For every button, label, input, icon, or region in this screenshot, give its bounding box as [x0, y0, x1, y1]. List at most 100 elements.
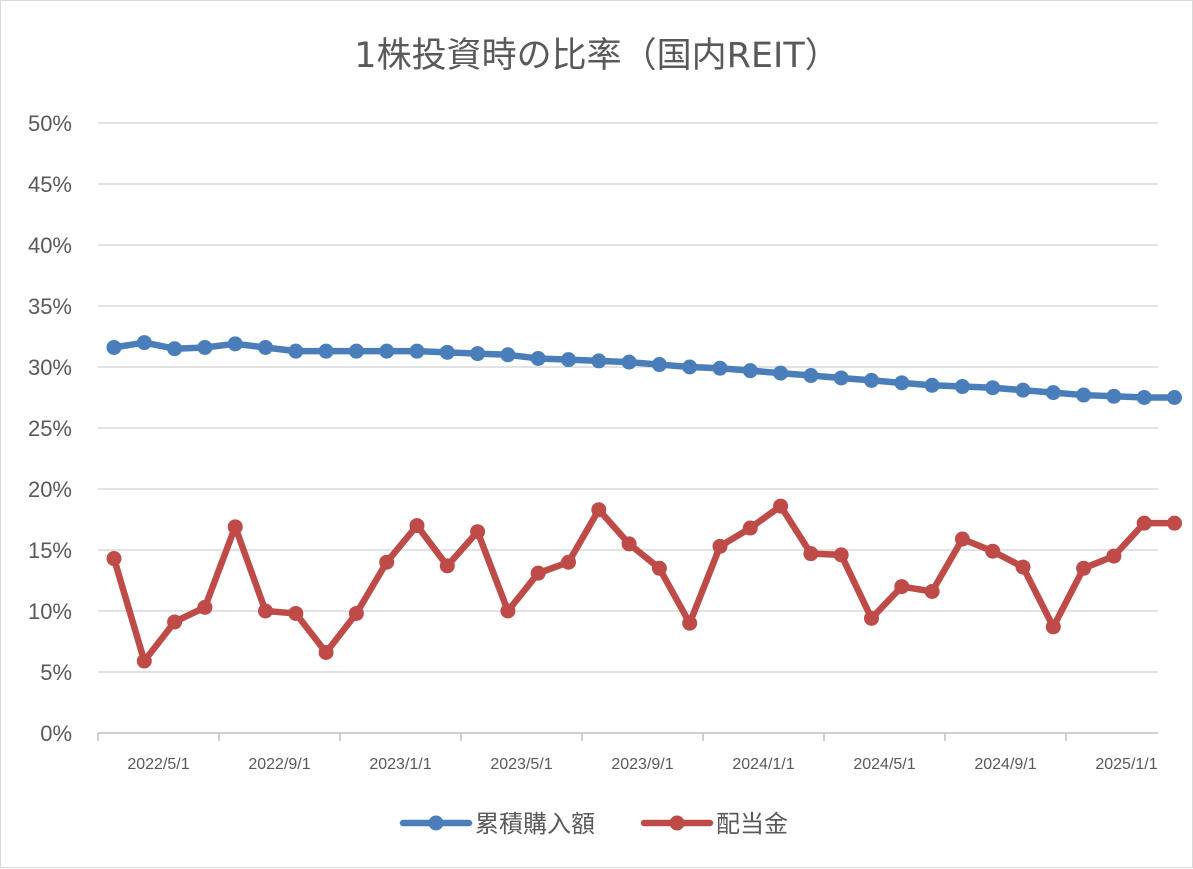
data-point	[136, 653, 152, 669]
data-point	[712, 360, 728, 376]
y-tick-label: 15%	[28, 538, 72, 563]
data-point	[348, 605, 364, 621]
data-point	[682, 359, 698, 375]
x-tick-label: 2022/5/1	[127, 756, 189, 773]
y-tick-label: 40%	[28, 233, 72, 258]
data-point	[1015, 382, 1031, 398]
data-point	[985, 543, 1001, 559]
data-point	[742, 363, 758, 379]
chart-title: 1株投資時の比率（国内REIT）	[354, 36, 839, 76]
data-point	[803, 546, 819, 562]
x-axis-ticks: 2022/5/1 2022/9/1 2023/1/1 2023/5/1 2023/9/1…	[127, 756, 1157, 773]
data-point	[1136, 515, 1152, 531]
legend-swatch-marker	[428, 815, 444, 831]
data-point	[288, 605, 304, 621]
data-point	[167, 614, 183, 630]
legend-swatch-marker	[669, 815, 685, 831]
data-point	[773, 498, 789, 514]
data-point	[621, 536, 637, 552]
legend-item: 配当金	[640, 810, 788, 838]
x-tick-label: 2023/9/1	[611, 756, 673, 773]
series-2	[106, 498, 1182, 669]
legend-item: 累積購入額	[399, 810, 595, 838]
data-point	[1106, 388, 1122, 404]
data-point	[1106, 548, 1122, 564]
data-point	[1167, 515, 1182, 531]
data-point	[742, 520, 758, 536]
data-point	[439, 344, 455, 360]
data-point	[227, 519, 243, 535]
data-point	[318, 644, 334, 660]
data-point	[561, 554, 576, 570]
x-tick-label: 2022/9/1	[248, 756, 310, 773]
data-point	[651, 357, 667, 373]
data-point	[712, 538, 728, 554]
data-point	[894, 579, 910, 595]
x-tick-label: 2025/1/1	[1095, 756, 1157, 773]
data-point	[318, 343, 334, 359]
data-point	[409, 518, 425, 534]
data-point	[591, 502, 607, 518]
data-point	[924, 583, 940, 599]
data-point	[1136, 390, 1152, 405]
data-point	[167, 341, 183, 357]
data-point	[833, 547, 849, 563]
data-point	[954, 531, 970, 547]
data-point	[833, 370, 849, 386]
data-point	[530, 565, 546, 581]
x-tick-label: 2024/1/1	[732, 756, 794, 773]
y-tick-label: 5%	[40, 660, 72, 685]
data-point	[1076, 560, 1092, 576]
data-point	[954, 379, 970, 395]
data-point	[530, 350, 546, 366]
y-tick-label: 20%	[28, 477, 72, 502]
y-tick-label: 10%	[28, 599, 72, 624]
data-point	[500, 347, 516, 363]
data-point	[864, 372, 879, 388]
data-point	[773, 365, 789, 381]
data-point	[197, 339, 213, 355]
data-point	[439, 558, 455, 574]
data-point	[1015, 559, 1031, 575]
x-tick-label: 2023/5/1	[490, 756, 552, 773]
y-tick-label: 50%	[28, 111, 72, 136]
x-tick-label: 2024/5/1	[853, 756, 915, 773]
legend-label: 配当金	[716, 810, 788, 838]
data-point	[1167, 390, 1182, 405]
data-point	[591, 353, 607, 369]
series-layer	[106, 335, 1182, 669]
x-tick-label: 2023/1/1	[369, 756, 431, 773]
x-axis	[97, 732, 1158, 741]
data-point	[985, 380, 1001, 396]
data-point	[924, 377, 940, 393]
y-tick-label: 30%	[28, 355, 72, 380]
series-line	[110, 502, 1178, 665]
series-1	[106, 335, 1182, 405]
data-point	[258, 339, 273, 355]
data-point	[1076, 387, 1092, 403]
data-point	[470, 346, 486, 362]
data-point	[803, 368, 819, 384]
data-point	[348, 343, 364, 359]
data-point	[894, 375, 910, 391]
y-axis-ticks: 0% 5% 10% 15% 20% 25% 30% 35% 40% 45% 50%	[28, 111, 72, 746]
data-point	[621, 354, 637, 370]
x-tick-label: 2024/9/1	[974, 756, 1036, 773]
legend-label: 累積購入額	[475, 810, 595, 838]
data-point	[500, 603, 516, 619]
data-point	[136, 335, 152, 351]
data-point	[651, 560, 667, 576]
y-tick-label: 35%	[28, 294, 72, 319]
y-tick-label: 45%	[28, 172, 72, 197]
data-point	[682, 615, 698, 631]
data-point	[106, 339, 122, 355]
y-tick-label: 25%	[28, 416, 72, 441]
y-tick-label: 0%	[40, 721, 72, 746]
data-point	[561, 352, 576, 368]
data-point	[379, 343, 395, 359]
legend: 累積購入額 配当金	[399, 810, 788, 838]
series-line	[110, 339, 1178, 401]
data-point	[258, 603, 273, 619]
